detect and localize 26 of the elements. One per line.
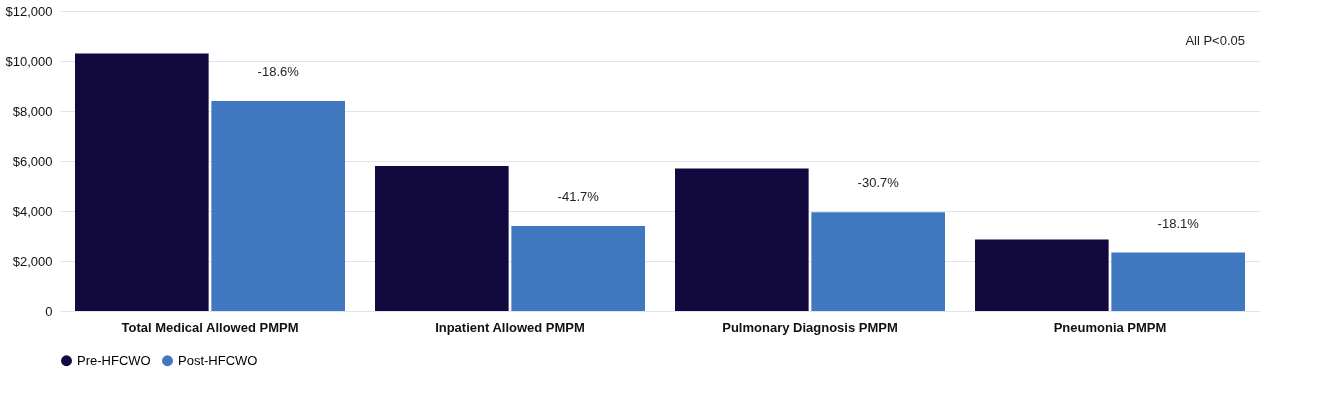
bar [811, 212, 945, 311]
bar [511, 226, 645, 311]
x-tick-label: Pulmonary Diagnosis PMPM [722, 319, 898, 335]
y-tick-label: $10,000 [5, 53, 53, 69]
annotation: -18.1% [1157, 215, 1200, 231]
annotation: -30.7% [857, 175, 900, 191]
y-tick-label: 0 [45, 303, 53, 319]
annotation: -41.7% [557, 189, 600, 204]
y-tick-label: $6,000 [12, 153, 53, 169]
bar [375, 166, 509, 311]
y-tick-label: $2,000 [12, 253, 53, 269]
bar [211, 101, 345, 311]
legend-label: Post-HFCWO [178, 352, 258, 368]
bar [975, 239, 1109, 311]
x-tick-label: Total Medical Allowed PMPM [121, 319, 299, 335]
y-tick-label: $4,000 [12, 203, 53, 219]
bar [1111, 252, 1245, 311]
y-tick-label: $8,000 [12, 103, 53, 119]
annotation: All P<0.05 [1185, 33, 1245, 48]
y-tick-label: $12,000 [5, 3, 53, 19]
legend-label: Pre-HFCWO [77, 352, 151, 368]
x-tick-label: Pneumonia PMPM [1053, 319, 1167, 335]
annotation: -18.6% [257, 64, 300, 79]
x-tick-label: Inpatient Allowed PMPM [435, 319, 585, 335]
bar [75, 53, 209, 311]
bar [675, 168, 809, 311]
